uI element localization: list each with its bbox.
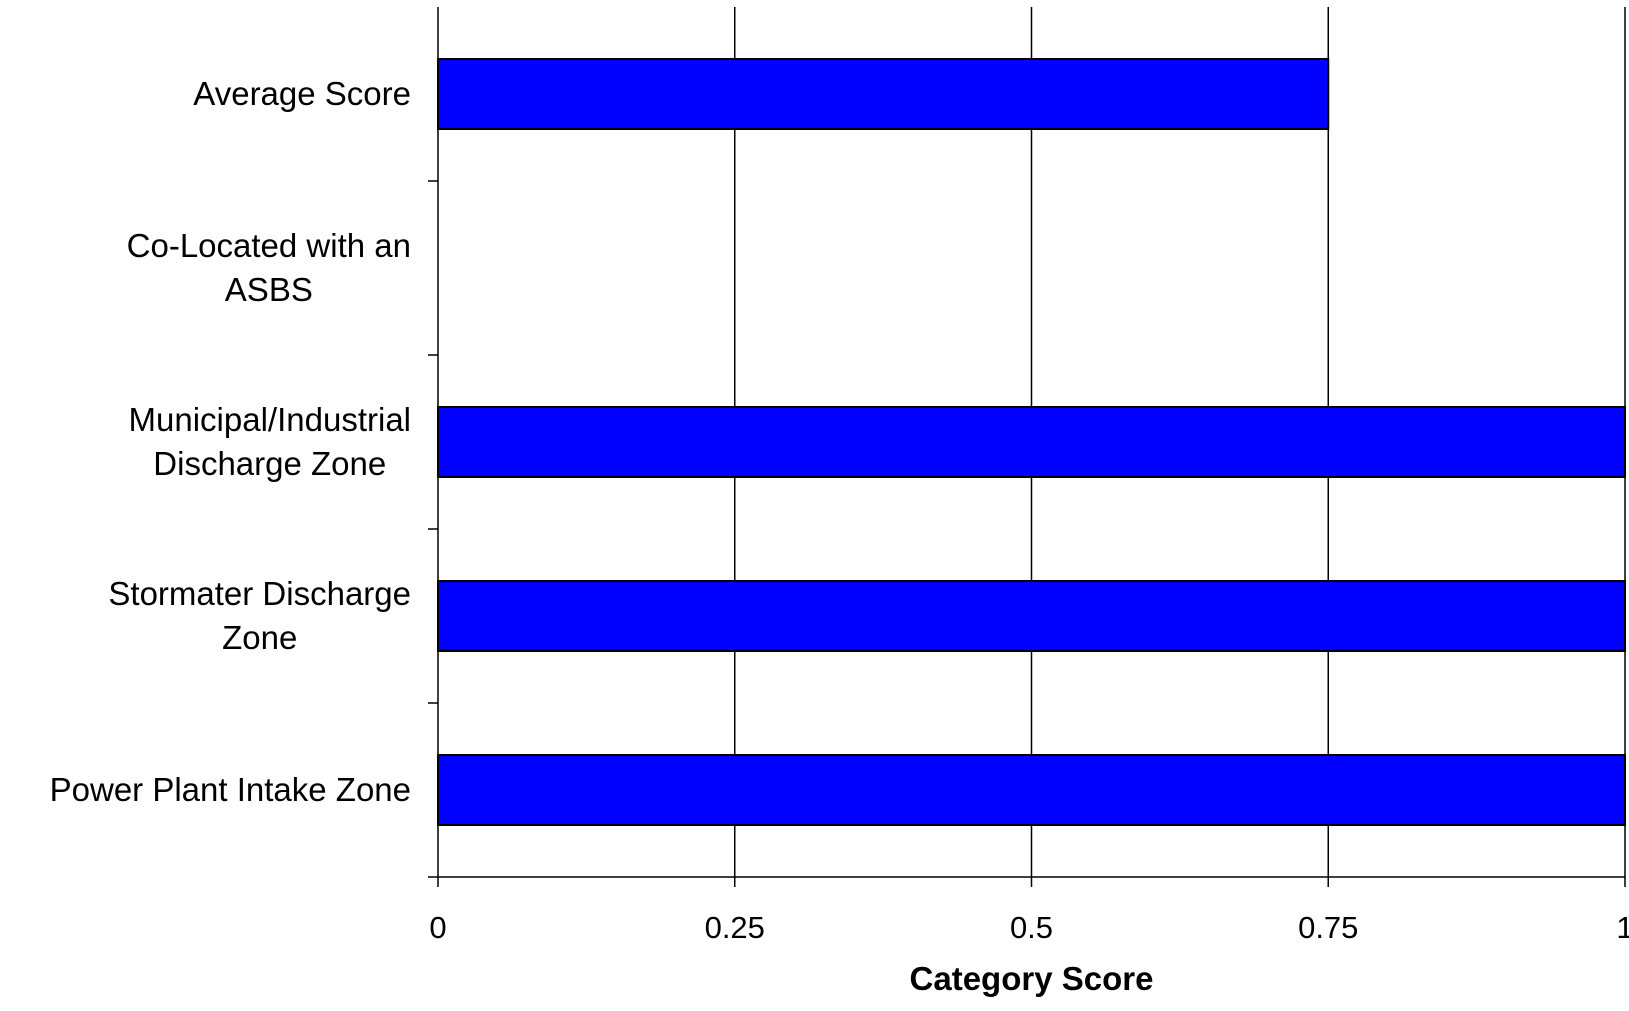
category-label-line: Power Plant Intake Zone (50, 771, 411, 808)
axes (428, 7, 1626, 887)
category-label: Stormater Discharge Zone (108, 575, 411, 656)
x-axis-title: Category Score (910, 960, 1154, 997)
category-label-line: Stormater Discharge (108, 575, 411, 612)
category-label-line: ASBS (225, 271, 313, 308)
bars (437, 58, 1626, 826)
x-tick-label: 0.5 (1010, 910, 1053, 945)
category-label-line: Municipal/Industrial (129, 401, 411, 438)
category-label-line: Average Score (193, 75, 411, 112)
x-tick-label: 0 (429, 910, 446, 945)
labels: 0 0.25 0.5 0.75 1 Average Score Co-Located wit… (50, 75, 1629, 997)
category-label-line: Discharge Zone (153, 445, 386, 482)
x-tick-label: 0.75 (1298, 910, 1358, 945)
bar-3 (437, 580, 1626, 652)
category-label: Average Score (193, 75, 411, 112)
x-tick-label: 0.25 (705, 910, 765, 945)
category-label: Municipal/Industrial Discharge Zone (129, 401, 411, 482)
bar-2 (437, 406, 1626, 478)
category-label: Power Plant Intake Zone (50, 771, 411, 808)
bar-0 (437, 58, 1330, 130)
category-label: Co-Located with an ASBS (127, 227, 411, 308)
category-label-line: Co-Located with an (127, 227, 411, 264)
bar-4 (437, 754, 1626, 826)
x-tick-label: 1 (1616, 910, 1629, 945)
category-label-line: Zone (222, 619, 297, 656)
